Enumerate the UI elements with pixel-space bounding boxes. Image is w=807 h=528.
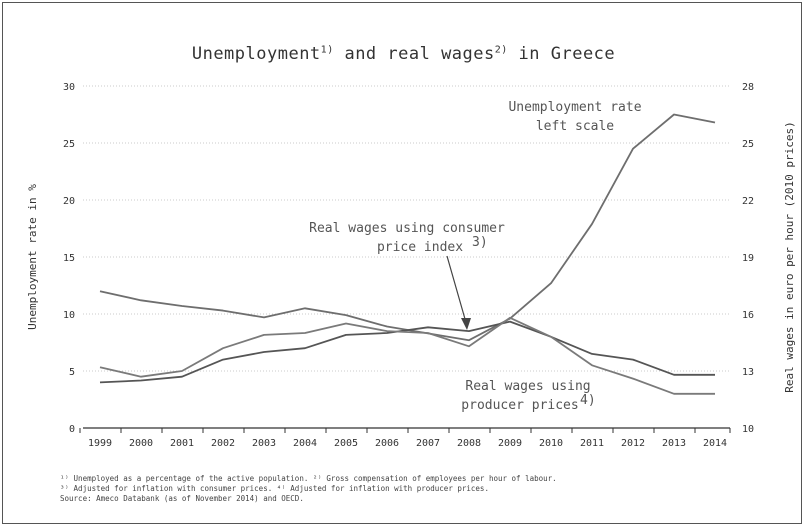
x-tick-label: 2009 <box>498 438 522 449</box>
footnote-line: ³⁾ Adjusted for inflation with consumer … <box>60 484 489 493</box>
series-line <box>99 316 715 395</box>
footnote-line: ¹⁾ Unemployed as a percentage of the act… <box>60 474 557 483</box>
y2-tick-label: 13 <box>742 367 754 378</box>
y2-tick-label: 28 <box>742 82 754 93</box>
annotation-cpi-line2: price index <box>377 240 463 255</box>
annotation-unemployment-scale: left scale <box>536 119 614 134</box>
footnotes: ¹⁾ Unemployed as a percentage of the act… <box>60 474 760 504</box>
y2-tick-label: 19 <box>742 253 754 264</box>
x-tick-label: 2011 <box>580 438 604 449</box>
x-tick-label: 2004 <box>293 438 317 449</box>
x-tick-label: 2005 <box>334 438 358 449</box>
chart-title: Unemployment1) and real wages2) in Greec… <box>0 44 807 64</box>
x-tick-label: 2001 <box>170 438 194 449</box>
title-footnote-2: 2) <box>494 44 508 56</box>
y2-tick-label: 22 <box>742 196 754 207</box>
x-tick-label: 2007 <box>416 438 440 449</box>
y-tick-label: 0 <box>69 424 75 435</box>
source-line: Source: Ameco Databank (as of November 2… <box>60 494 304 503</box>
y2-tick-label: 16 <box>742 310 754 321</box>
title-text-mid: and real wages <box>333 44 495 64</box>
arrowhead-icon <box>461 318 471 330</box>
title-text-tail: in Greece <box>507 44 616 64</box>
y-tick-label: 5 <box>69 367 75 378</box>
y-tick-label: 15 <box>63 253 75 264</box>
series-line <box>99 320 715 384</box>
x-tick-label: 2000 <box>129 438 153 449</box>
y2-tick-label: 10 <box>742 424 754 435</box>
x-tick-label: 2014 <box>703 438 727 449</box>
axes <box>79 427 731 433</box>
annotations: Unemployment rate left scale Real wages us… <box>309 100 642 413</box>
x-tick-label: 2002 <box>211 438 235 449</box>
x-tick-label: 2010 <box>539 438 563 449</box>
annotation-ppi: Real wages using <box>465 379 590 394</box>
y2-tick-label: 25 <box>742 139 754 150</box>
y2-axis-label: Real wages in euro per hour (2010 prices… <box>783 121 796 393</box>
annotation-cpi-footnote: 3) <box>472 235 488 250</box>
annotation-unemployment: Unemployment rate <box>508 100 641 115</box>
title-footnote-1: 1) <box>320 44 334 56</box>
tick-labels: 0 5 10 15 20 25 30 10 13 16 19 22 25 28 1999 2000 2001 20… <box>26 82 796 449</box>
x-tick-label: 2012 <box>621 438 645 449</box>
x-tick-label: 2006 <box>375 438 399 449</box>
title-text: Unemployment <box>191 44 321 64</box>
annotation-arrow <box>446 255 468 327</box>
annotation-ppi-footnote: 4) <box>580 393 596 408</box>
y-axis-label: Unemployment rate in % <box>26 184 39 330</box>
y-tick-label: 10 <box>63 310 75 321</box>
y-tick-label: 30 <box>63 82 75 93</box>
x-tick-label: 2013 <box>662 438 686 449</box>
x-tick-label: 1999 <box>88 438 112 449</box>
series-lines <box>99 113 716 395</box>
y-tick-label: 20 <box>63 196 75 207</box>
annotation-ppi-line2: producer prices <box>461 398 578 413</box>
y-tick-label: 25 <box>63 139 75 150</box>
annotation-cpi: Real wages using consumer <box>309 221 505 236</box>
x-tick-label: 2008 <box>457 438 481 449</box>
x-tick-label: 2003 <box>252 438 276 449</box>
